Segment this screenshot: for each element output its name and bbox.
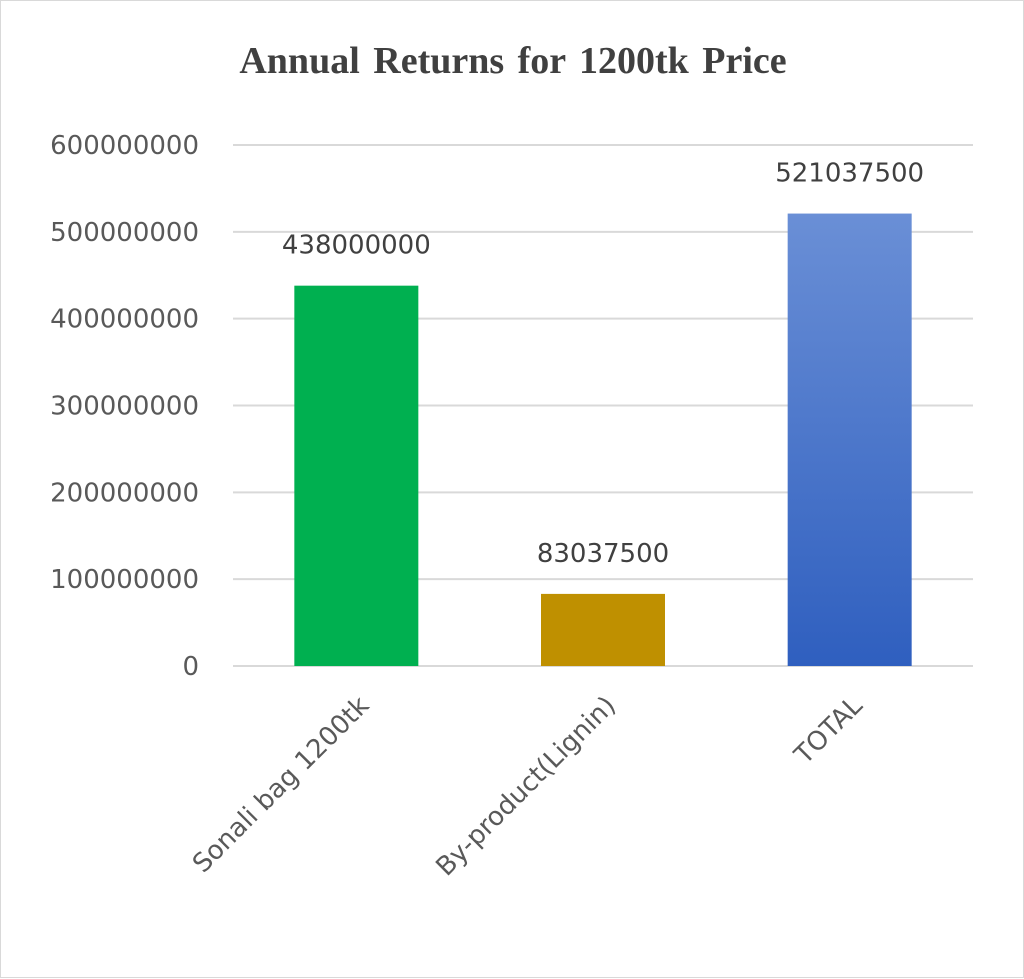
y-tick-label: 600000000: [50, 131, 199, 161]
x-axis-categories: Sonali bag 1200tk By-product(Lignin) TOTAL: [187, 690, 869, 882]
bar: [787, 213, 912, 666]
bar: [294, 285, 419, 666]
y-tick-label: 200000000: [50, 478, 199, 508]
y-tick-label: 400000000: [50, 305, 199, 335]
data-labels: 438000000 83037500 521037500: [282, 159, 924, 569]
chart-title: Annual Returns for 1200tk Price: [239, 40, 787, 82]
y-axis-ticks: 0 100000000 200000000 300000000 400000000 500…: [50, 131, 199, 682]
x-category-label: Sonali bag 1200tk: [187, 691, 375, 879]
y-tick-label: 300000000: [50, 392, 199, 422]
x-category-label: TOTAL: [788, 690, 869, 771]
bar: [541, 593, 665, 666]
bars: [294, 213, 912, 666]
y-tick-label: 100000000: [50, 565, 199, 595]
data-label: 521037500: [775, 159, 924, 189]
y-tick-label: 500000000: [50, 218, 199, 248]
data-label: 438000000: [282, 231, 431, 261]
data-label: 83037500: [537, 539, 669, 569]
y-tick-label: 0: [182, 652, 199, 682]
x-category-label: By-product(Lignin): [430, 691, 622, 883]
